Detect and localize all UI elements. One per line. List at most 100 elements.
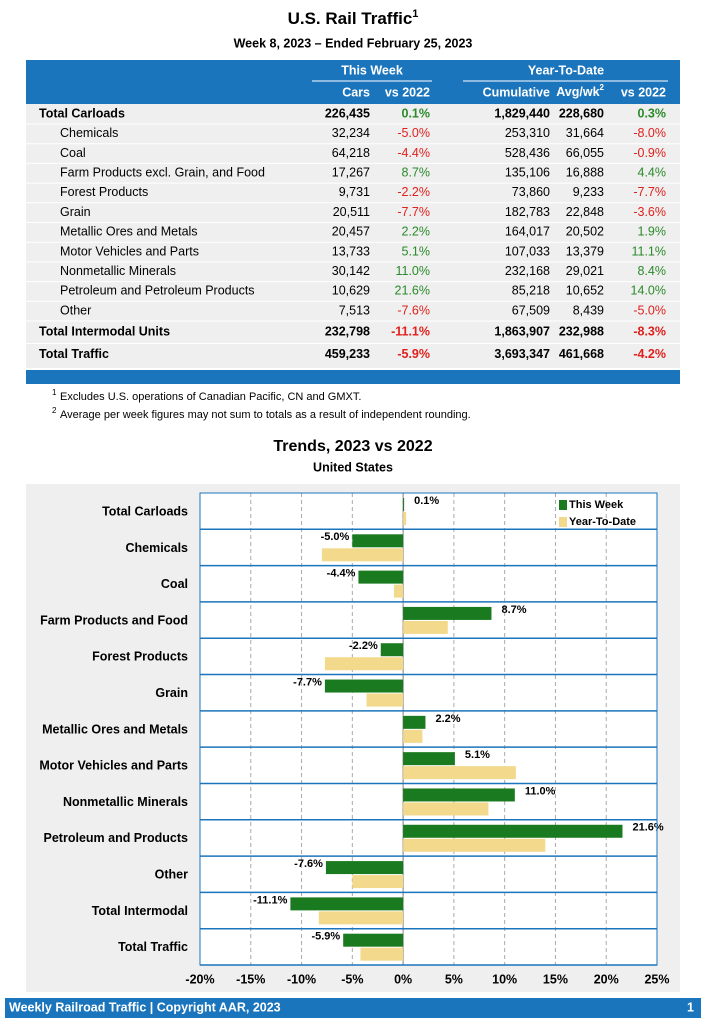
plot-area: [200, 493, 657, 965]
bar: [325, 861, 404, 875]
column-header: Avg/wk2: [556, 83, 604, 99]
cell: 9,233: [573, 185, 604, 199]
cell: 1,863,907: [494, 325, 550, 339]
table-body: [26, 104, 680, 368]
bar: [393, 584, 404, 598]
cell: 73,860: [512, 185, 550, 199]
cell: 0.1%: [402, 106, 431, 120]
bar: [324, 657, 404, 671]
cell: -5.9%: [397, 347, 430, 361]
cell: -4.4%: [397, 146, 430, 160]
plot-border: [199, 492, 658, 966]
title: U.S. Rail Traffic1: [288, 8, 419, 29]
y-tick-label: Chemicals: [125, 541, 188, 555]
cell: 13,379: [566, 244, 604, 258]
cell: 459,233: [325, 347, 370, 361]
data-label: 21.6%: [632, 822, 663, 834]
cell: 16,888: [566, 166, 604, 180]
bar: [352, 534, 404, 548]
cell: 232,988: [559, 325, 604, 339]
y-tick-label: Motor Vehicles and Parts: [39, 759, 188, 773]
footer-text: Weekly Railroad Traffic | Copyright AAR,…: [9, 1000, 281, 1014]
row-label: Motor Vehicles and Parts: [60, 244, 199, 258]
cell: 107,033: [505, 244, 550, 258]
bar: [366, 693, 404, 707]
cell: 232,798: [325, 325, 370, 339]
y-tick-label: Petroleum and Products: [44, 831, 189, 845]
cell: 0.3%: [638, 106, 667, 120]
cell: 182,783: [505, 205, 550, 219]
y-tick-label: Total Traffic: [118, 940, 188, 954]
bar: [403, 715, 426, 729]
cell: 232,168: [505, 264, 550, 278]
bar: [403, 752, 455, 766]
x-tick-label: 0%: [394, 972, 412, 986]
cell: -7.7%: [633, 185, 666, 199]
cell: 21.6%: [395, 284, 430, 298]
cell: 13,733: [332, 244, 370, 258]
table-header: [26, 60, 680, 104]
bar: [403, 620, 448, 634]
y-tick-label: Forest Products: [92, 650, 188, 664]
cell: -2.2%: [397, 185, 430, 199]
row-label: Farm Products excl. Grain, and Food: [60, 166, 265, 180]
row-label: Grain: [60, 205, 91, 219]
data-label: 0.1%: [414, 495, 439, 507]
column-header: Cars: [342, 85, 370, 99]
subtitle: Week 8, 2023 – Ended February 25, 2023: [234, 36, 473, 50]
cell: -7.7%: [397, 205, 430, 219]
row-label: Chemicals: [60, 126, 118, 140]
group-header: This Week: [341, 63, 403, 77]
data-label: 11.0%: [525, 785, 556, 797]
x-tick-label: 20%: [594, 972, 619, 986]
x-tick-label: 5%: [445, 972, 463, 986]
cell: -7.6%: [397, 303, 430, 317]
cell: 30,142: [332, 264, 370, 278]
bar: [403, 512, 407, 525]
cell: 10,652: [566, 284, 604, 298]
bar: [358, 570, 404, 584]
data-label: -7.7%: [293, 676, 322, 688]
cell: 20,511: [333, 205, 370, 219]
cell: -8.0%: [633, 126, 666, 140]
y-tick-label: Total Carloads: [102, 504, 188, 518]
cell: 2.2%: [402, 225, 431, 239]
x-tick-label: 25%: [644, 972, 669, 986]
legend-swatch: [559, 517, 567, 527]
data-label: -7.6%: [294, 858, 323, 870]
cell: 85,218: [512, 284, 550, 298]
cell: 228,680: [559, 106, 604, 120]
cell: -3.6%: [633, 205, 666, 219]
chart-title: Trends, 2023 vs 2022: [273, 438, 432, 455]
data-label: 8.7%: [501, 604, 526, 616]
footnote: Average per week figures may not sum to …: [60, 409, 471, 421]
y-tick-label: Nonmetallic Minerals: [63, 795, 188, 809]
cell: 31,664: [566, 126, 604, 140]
cell: 4.4%: [638, 166, 667, 180]
cell: -4.2%: [633, 347, 666, 361]
cell: 32,234: [332, 126, 370, 140]
bar: [403, 824, 623, 838]
bar: [318, 911, 404, 925]
page-number: 1: [687, 1000, 694, 1014]
cell: 528,436: [505, 146, 550, 160]
cell: 5.1%: [402, 244, 431, 258]
data-label: -2.2%: [349, 640, 378, 652]
row-label: Total Intermodal Units: [39, 325, 170, 339]
y-tick-label: Farm Products and Food: [40, 613, 188, 627]
cell: -8.3%: [633, 325, 666, 339]
cell: 253,310: [505, 126, 550, 140]
bar: [403, 606, 492, 620]
data-label: -5.0%: [321, 531, 350, 543]
bar: [403, 729, 423, 743]
y-tick-label: Grain: [155, 686, 188, 700]
cell: 20,502: [566, 225, 604, 239]
data-label: -4.4%: [327, 568, 356, 580]
cell: 7,513: [339, 303, 370, 317]
y-tick-label: Metallic Ores and Metals: [42, 722, 188, 736]
bar: [290, 897, 404, 911]
data-label: 2.2%: [435, 713, 460, 725]
bar: [380, 643, 404, 657]
column-header: Cumulative: [483, 85, 550, 99]
